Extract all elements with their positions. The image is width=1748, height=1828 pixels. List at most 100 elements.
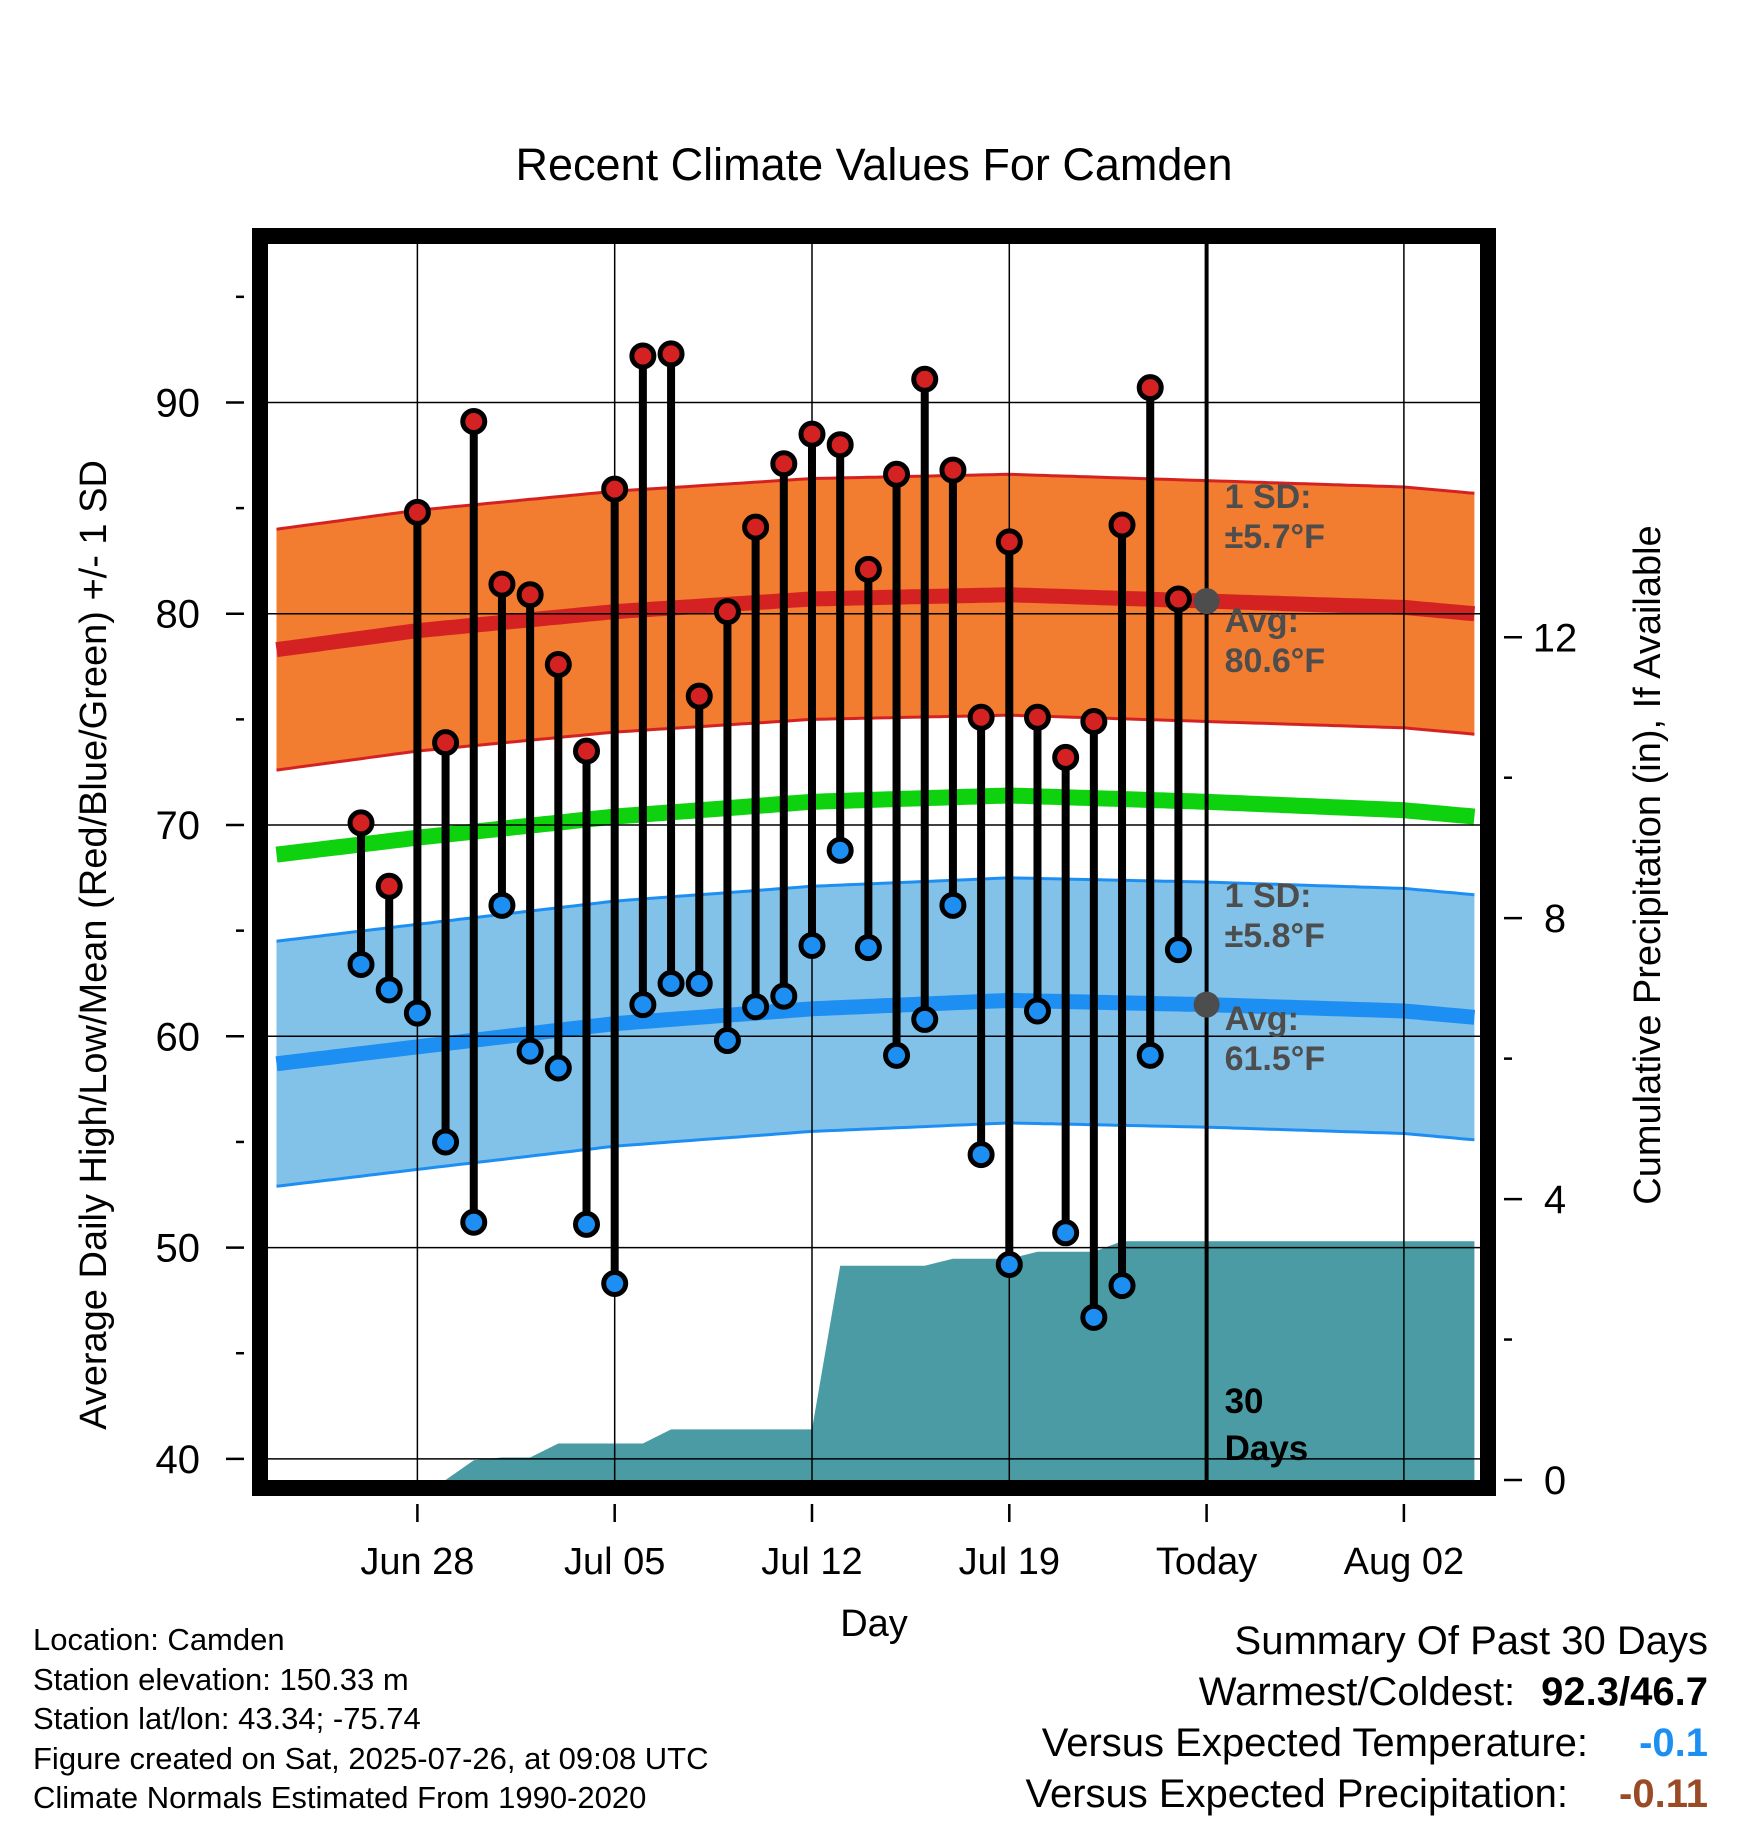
y2-axis-label: Cumulative Precipitation (in), If Availa… [1627,525,1669,1204]
y-tick-label: 40 [156,1438,201,1482]
daily-stems [347,340,1192,1331]
daily-low-point [713,1027,741,1055]
elevation-text: Station elevation: 150.33 m [33,1661,409,1697]
y-tick-label: 90 [156,381,201,425]
days-label-number: 30 [1225,1382,1264,1421]
summary-warmest-row: Warmest/Coldest: 92.3/46.7 [1025,1667,1708,1718]
daily-low-point [854,934,882,962]
temp-value: -0.1 [1639,1721,1708,1765]
daily-low-point [1108,1272,1136,1300]
daily-high-point [742,513,770,541]
low-avg-title: Avg: [1225,1000,1299,1038]
daily-high-point [883,460,911,488]
daily-high-point [1108,511,1136,539]
daily-low-point [1023,997,1051,1025]
x-tick-label: Jul 05 [564,1541,665,1583]
daily-high-point [1023,703,1051,731]
location-text: Location: Camden [33,1622,285,1657]
daily-low-point [911,1005,939,1033]
daily-low-point [516,1037,544,1065]
y2-tick-label: 8 [1544,897,1566,941]
daily-high-point [516,581,544,609]
x-tick-label: Jul 19 [959,1541,1060,1583]
x-axis-label: Day [840,1603,908,1645]
daily-high-point [911,365,939,393]
daily-low-point [375,976,403,1004]
daily-high-point [1080,707,1108,735]
daily-low-point [403,999,431,1027]
high-avg-title: Avg: [1225,602,1299,640]
daily-low-point [1080,1303,1108,1331]
high-avg-dot [1193,588,1220,615]
daily-high-point [432,729,460,757]
y-tick-label: 60 [156,1015,201,1059]
daily-high-point [1164,585,1192,613]
daily-low-point [685,969,713,997]
low-avg-dot [1193,991,1220,1018]
y2-axis: 0 4 8 12 [1504,616,1577,1503]
y-tick-label: 80 [156,593,201,637]
warmest-label: Warmest/Coldest: [1198,1670,1516,1714]
daily-high-point [601,475,629,503]
daily-high-point [770,450,798,478]
summary-title: Summary Of Past 30 Days [1234,1619,1708,1663]
daily-high-point [854,555,882,583]
daily-low-point [629,991,657,1019]
summary-panel: Summary Of Past 30 Days Warmest/Coldest:… [1025,1616,1708,1820]
low-sd-value: ±5.8°F [1225,917,1325,955]
temp-label: Versus Expected Temperature: [1041,1721,1588,1765]
summary-temp-row: Versus Expected Temperature: -0.1 [1025,1718,1708,1769]
created-text: Figure created on Sat, 2025-07-26, at 09… [33,1740,709,1776]
daily-high-point [967,703,995,731]
daily-low-point [967,1141,995,1169]
daily-high-point [573,737,601,765]
daily-low-point [460,1208,488,1236]
y2-tick-label: 0 [1544,1459,1566,1503]
daily-low-point [770,982,798,1010]
daily-high-point [685,682,713,710]
precipitation-area [361,1241,1475,1480]
y2-tick-label: 12 [1533,616,1578,660]
daily-high-point [713,598,741,626]
y-axis-label: Average Daily High/Low/Mean (Red/Blue/Gr… [73,460,115,1430]
high-sd-title: 1 SD: [1225,478,1312,516]
daily-high-point [375,872,403,900]
high-sd-value: ±5.7°F [1225,518,1325,556]
x-tick-label: Aug 02 [1344,1541,1464,1583]
daily-low-point [742,993,770,1021]
daily-low-point [601,1270,629,1298]
daily-high-point [460,407,488,435]
x-tick-label: Jul 12 [761,1541,862,1583]
y-axis: 40 50 60 70 80 90 [156,295,244,1482]
daily-low-point [1164,936,1192,964]
summary-precip-row: Versus Expected Precipitation: -0.11 [1025,1769,1708,1820]
daily-low-point [798,931,826,959]
precip-label: Versus Expected Precipitation: [1025,1772,1568,1816]
y2-tick-label: 4 [1544,1178,1566,1222]
normals-text: Climate Normals Estimated From 1990-2020 [33,1780,647,1815]
daily-high-point [347,809,375,837]
daily-high-point [403,498,431,526]
chart-title: Recent Climate Values For Camden [516,139,1233,190]
station-info: Location: Camden Station elevation: 150.… [33,1620,709,1818]
daily-high-point [488,570,516,598]
x-tick-label: Jun 28 [360,1541,474,1583]
daily-low-point [573,1210,601,1238]
plot-frame [252,228,1496,1496]
latlon-text: Station lat/lon: 43.34; -75.74 [33,1701,421,1736]
daily-high-point [995,528,1023,556]
daily-low-point [939,891,967,919]
daily-high-point [657,340,685,368]
daily-high-point [1052,743,1080,771]
daily-low-point [1052,1219,1080,1247]
daily-low-point [347,950,375,978]
high-avg-value: 80.6°F [1225,642,1326,680]
daily-low-point [883,1041,911,1069]
daily-low-point [1136,1041,1164,1069]
daily-low-point [657,969,685,997]
y-tick-label: 70 [156,804,201,848]
daily-high-point [826,431,854,459]
low-avg-value: 61.5°F [1225,1040,1326,1078]
